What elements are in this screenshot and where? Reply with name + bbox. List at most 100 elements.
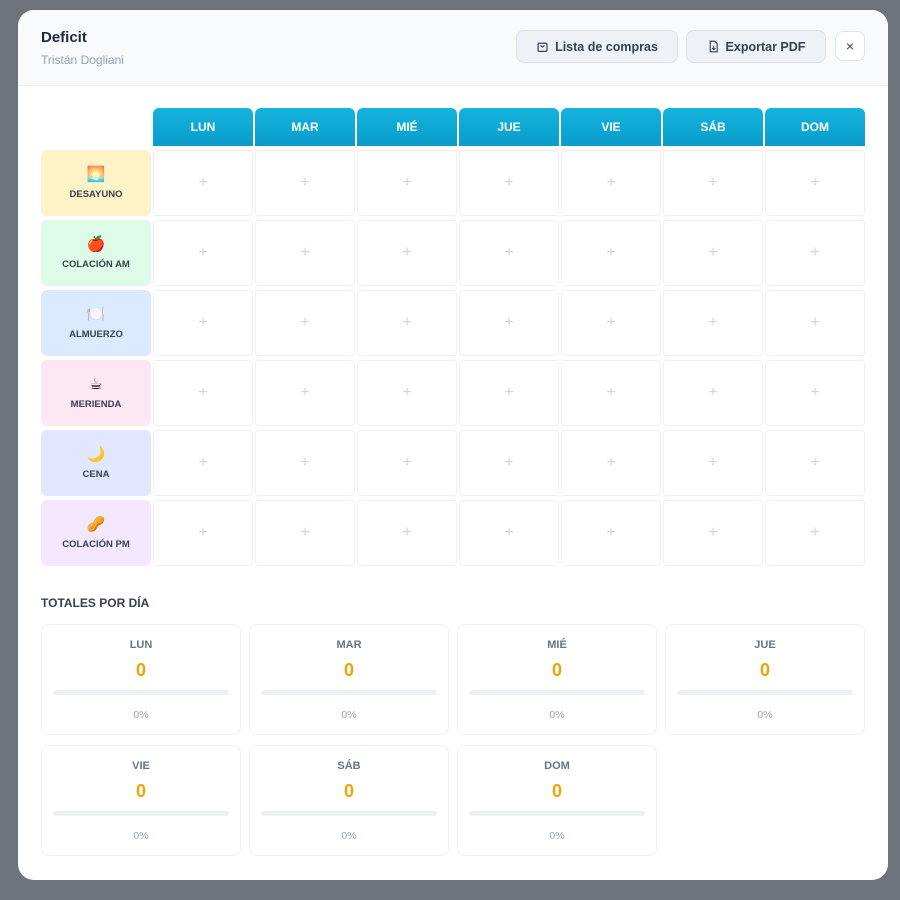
bag-icon [537,42,548,52]
file-icon [709,40,718,53]
add-meal-cell[interactable]: + [357,430,457,496]
progress-bar [53,690,229,695]
add-meal-cell[interactable]: + [765,360,865,426]
add-meal-cell[interactable]: + [765,500,865,566]
add-meal-cell[interactable]: + [663,430,763,496]
add-meal-cell[interactable]: + [561,360,661,426]
day-header: SÁB [663,108,763,146]
day-total-card: VIE 0 0% [41,745,241,856]
add-meal-cell[interactable]: + [765,220,865,286]
add-meal-cell[interactable]: + [459,500,559,566]
progress-bar [261,690,437,695]
export-pdf-button[interactable]: Exportar PDF [686,30,826,63]
meal-name: MERIENDA [70,398,122,410]
add-meal-cell[interactable]: + [765,150,865,216]
meal-label: 🍎 COLACIÓN AM [41,220,151,286]
add-meal-cell[interactable]: + [255,500,355,566]
day-name: DOM [544,760,570,772]
day-header: VIE [561,108,661,146]
add-meal-cell[interactable]: + [663,290,763,356]
add-meal-cell[interactable]: + [357,500,457,566]
day-name: JUE [754,639,776,651]
add-meal-cell[interactable]: + [357,360,457,426]
button-label: Exportar PDF [725,39,806,54]
day-percent: 0% [341,830,357,842]
day-total-value: 0 [551,781,562,801]
progress-bar [53,811,229,816]
add-meal-cell[interactable]: + [765,430,865,496]
add-meal-cell[interactable]: + [459,290,559,356]
add-meal-cell[interactable]: + [357,150,457,216]
button-label: Lista de compras [555,39,658,54]
add-meal-cell[interactable]: + [153,430,253,496]
add-meal-cell[interactable]: + [663,220,763,286]
day-header: JUE [459,108,559,146]
meal-label: 🌙 CENA [41,430,151,496]
day-name: MIÉ [547,639,567,651]
day-total-value: 0 [135,660,146,680]
add-meal-cell[interactable]: + [153,290,253,356]
add-meal-cell[interactable]: + [357,290,457,356]
meal-name: DESAYUNO [69,188,123,200]
meal-icon: 🌙 [86,445,106,463]
day-percent: 0% [549,709,565,721]
meal-name: COLACIÓN AM [62,258,130,270]
day-percent: 0% [133,709,149,721]
add-meal-cell[interactable]: + [357,220,457,286]
day-total-value: 0 [551,660,562,680]
add-meal-cell[interactable]: + [459,220,559,286]
add-meal-cell[interactable]: + [561,290,661,356]
add-meal-cell[interactable]: + [255,290,355,356]
day-total-value: 0 [343,660,354,680]
add-meal-cell[interactable]: + [153,360,253,426]
meal-icon: 🌅 [86,165,106,183]
add-meal-cell[interactable]: + [561,150,661,216]
add-meal-cell[interactable]: + [663,150,763,216]
progress-bar [469,690,645,695]
add-meal-cell[interactable]: + [663,500,763,566]
add-meal-cell[interactable]: + [561,220,661,286]
add-meal-cell[interactable]: + [459,360,559,426]
day-total-value: 0 [759,660,770,680]
progress-bar [469,811,645,816]
day-total-card: LUN 0 0% [41,624,241,735]
add-meal-cell[interactable]: + [255,150,355,216]
shopping-list-button[interactable]: Lista de compras [516,30,678,63]
add-meal-cell[interactable]: + [765,290,865,356]
progress-bar [261,811,437,816]
add-meal-cell[interactable]: + [561,500,661,566]
day-total-card: DOM 0 0% [457,745,657,856]
add-meal-cell[interactable]: + [459,150,559,216]
day-percent: 0% [549,830,565,842]
day-percent: 0% [757,709,773,721]
totals-title: TOTALES POR DÍA [41,596,150,610]
day-name: VIE [132,760,150,772]
day-total-card: MAR 0 0% [249,624,449,735]
meal-label: 🥜 COLACIÓN PM [41,500,151,566]
day-percent: 0% [341,709,357,721]
meal-label: 🌅 DESAYUNO [41,150,151,216]
add-meal-cell[interactable]: + [153,150,253,216]
add-meal-cell[interactable]: + [459,430,559,496]
day-header: DOM [765,108,865,146]
day-total-value: 0 [343,781,354,801]
meal-label: 🍽️ ALMUERZO [41,290,151,356]
close-button[interactable]: × [835,31,865,61]
title: Deficit [41,29,87,46]
add-meal-cell[interactable]: + [663,360,763,426]
add-meal-cell[interactable]: + [153,220,253,286]
meal-name: CENA [82,468,110,480]
meal-name: COLACIÓN PM [62,538,130,550]
add-meal-cell[interactable]: + [255,220,355,286]
meal-icon: 🥜 [86,515,106,533]
meal-name: ALMUERZO [69,328,123,340]
add-meal-cell[interactable]: + [255,360,355,426]
add-meal-cell[interactable]: + [255,430,355,496]
add-meal-cell[interactable]: + [561,430,661,496]
meal-icon: ☕ [89,375,103,393]
day-total-card: JUE 0 0% [665,624,865,735]
add-meal-cell[interactable]: + [153,500,253,566]
day-total-value: 0 [135,781,146,801]
meal-icon: 🍽️ [86,305,106,323]
